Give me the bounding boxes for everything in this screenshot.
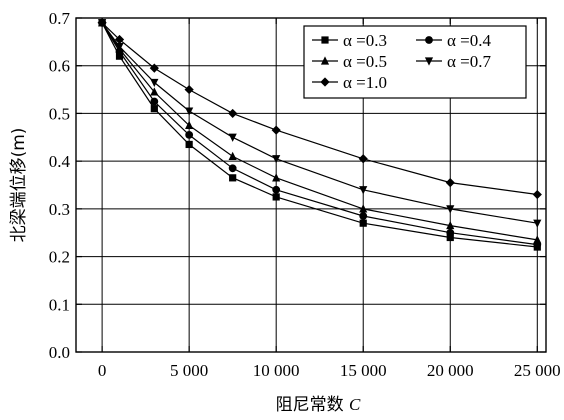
- tick-label-y: 0.5: [49, 104, 70, 123]
- data-point: [359, 186, 368, 195]
- legend-marker: [320, 77, 330, 87]
- series-layer: [97, 18, 542, 251]
- legend-item: α =0.5: [312, 52, 387, 71]
- legend-label: α =1.0: [343, 73, 387, 92]
- tick-label-x: 25 000: [514, 361, 561, 380]
- ticks: 0.0 0.1 0.2 0.3 0.4 0.5 0.6 0.7 0 5 000 10 000 15 0…: [49, 9, 561, 380]
- data-point: [115, 52, 124, 60]
- tick-label-y: 0.3: [49, 200, 70, 219]
- legend-label: α =0.4: [447, 31, 491, 50]
- data-point: [358, 154, 368, 164]
- data-point: [359, 204, 368, 213]
- legend-label: α =0.3: [343, 31, 387, 50]
- legend: α =0.3 α =0.4 α =0.5 α =0.7 α =1.0: [303, 25, 527, 99]
- data-point: [228, 133, 237, 142]
- data-point: [185, 131, 194, 139]
- tick-label-x: 5 000: [170, 361, 208, 380]
- legend-item: α =0.3: [312, 31, 387, 50]
- data-point: [228, 164, 237, 173]
- x-axis-title-var: C: [349, 395, 361, 414]
- data-point: [272, 193, 280, 201]
- tick-label-x: 0: [98, 361, 107, 380]
- data-point: [359, 219, 367, 227]
- data-point: [272, 185, 281, 194]
- legend-item: α =0.4: [416, 31, 491, 50]
- plot-frame: [75, 17, 547, 353]
- data-point: [446, 228, 455, 237]
- data-point: [184, 84, 194, 95]
- data-point: [150, 87, 159, 96]
- tick-label-y: 0.6: [49, 57, 70, 76]
- tick-label-y: 0.4: [49, 152, 71, 171]
- legend-marker: [425, 36, 433, 44]
- tick-label-x: 10 000: [253, 361, 300, 380]
- data-point: [150, 78, 159, 88]
- legend-item: α =1.0: [312, 73, 387, 92]
- legend-marker: [321, 36, 329, 44]
- tick-label-y: 0.0: [49, 343, 70, 362]
- data-point: [532, 189, 542, 200]
- data-point: [272, 155, 281, 164]
- data-point: [445, 178, 455, 188]
- data-point: [228, 108, 238, 119]
- data-point: [228, 151, 237, 160]
- data-point: [533, 235, 542, 244]
- x-axis-title: 阻尼常数 C: [276, 395, 361, 415]
- data-point: [272, 173, 281, 182]
- legend-box: [303, 25, 527, 99]
- data-point: [185, 107, 194, 116]
- data-point: [446, 205, 455, 214]
- legend-label: α =0.7: [447, 52, 491, 71]
- data-point: [185, 140, 193, 149]
- tick-label-y: 0.1: [49, 295, 70, 314]
- data-point: [446, 233, 454, 242]
- legend-marker: [320, 56, 330, 65]
- data-point: [446, 220, 455, 230]
- y-axis-title: 北梁端位移(m): [9, 128, 29, 243]
- tick-label-x: 20 000: [427, 361, 474, 380]
- data-point: [115, 43, 124, 52]
- legend-marker: [424, 57, 434, 66]
- data-point: [271, 125, 281, 135]
- data-point: [150, 97, 159, 106]
- data-point: [150, 105, 158, 113]
- data-point: [149, 63, 159, 73]
- tick-label-y: 0.2: [49, 248, 70, 267]
- data-point: [359, 212, 368, 220]
- legend-item: α =0.7: [416, 52, 491, 71]
- data-point: [185, 120, 194, 129]
- tick-label-x: 15 000: [340, 361, 387, 380]
- data-point: [533, 219, 542, 228]
- legend-label: α =0.5: [343, 52, 387, 71]
- tick-label-y: 0.7: [49, 9, 71, 28]
- x-axis-title-text: 阻尼常数: [276, 395, 344, 415]
- data-point: [114, 34, 125, 45]
- data-point: [229, 174, 237, 182]
